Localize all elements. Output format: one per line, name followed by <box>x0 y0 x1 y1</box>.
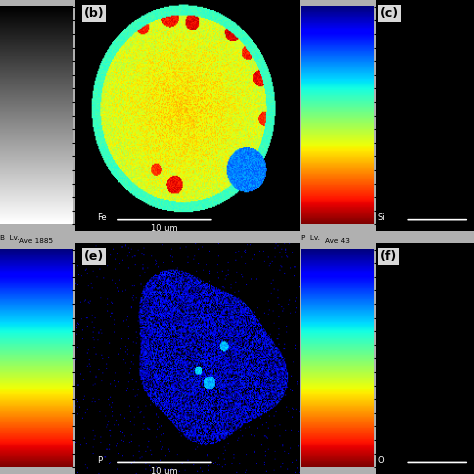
Text: O: O <box>378 456 384 465</box>
Text: B  Lv.: B Lv. <box>0 235 19 241</box>
Text: (f): (f) <box>380 250 397 263</box>
Text: Fe: Fe <box>97 213 107 222</box>
Text: Ave 1885: Ave 1885 <box>19 238 53 244</box>
Text: (b): (b) <box>84 7 104 20</box>
Text: 10 um: 10 um <box>151 467 178 474</box>
Text: P  Lv.: P Lv. <box>301 235 320 241</box>
Text: Ave 43: Ave 43 <box>325 238 350 244</box>
Text: Si: Si <box>378 213 385 222</box>
Text: P: P <box>97 456 102 465</box>
Text: (c): (c) <box>380 7 399 20</box>
Text: (e): (e) <box>84 250 104 263</box>
Text: 10 um: 10 um <box>151 224 178 233</box>
